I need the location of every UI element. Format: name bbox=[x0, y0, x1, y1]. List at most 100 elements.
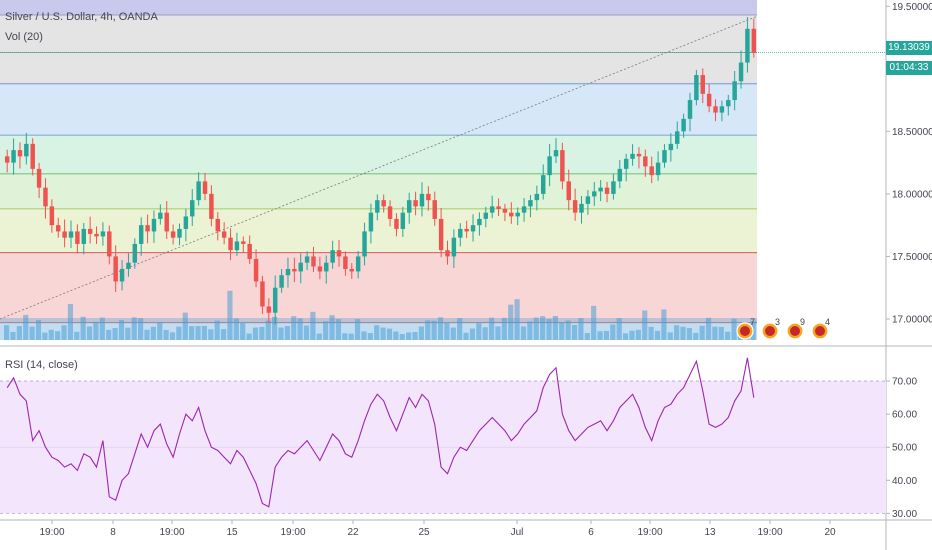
rsi-tick-label: 60.00 bbox=[892, 410, 917, 421]
candle-body bbox=[304, 256, 310, 263]
candle-body bbox=[343, 256, 348, 269]
volume-bar bbox=[265, 320, 271, 340]
volume-bar bbox=[35, 319, 42, 340]
volume-bar bbox=[725, 331, 731, 340]
candle-body bbox=[470, 225, 476, 232]
fib-zone bbox=[0, 83, 757, 136]
volume-bar bbox=[106, 329, 112, 340]
candle-body bbox=[515, 212, 520, 217]
candle-body bbox=[464, 228, 469, 232]
volume-bar bbox=[55, 331, 61, 340]
candle-body bbox=[177, 228, 182, 238]
volume-bar bbox=[61, 325, 67, 340]
candle-body bbox=[107, 231, 112, 257]
candle-body bbox=[298, 262, 303, 272]
candle-body bbox=[375, 200, 380, 213]
volume-bar bbox=[361, 331, 367, 340]
time-tick-label: 19:00 bbox=[39, 527, 64, 538]
volume-bar bbox=[571, 324, 578, 340]
volume-bar bbox=[482, 327, 488, 340]
volume-bar bbox=[316, 333, 322, 340]
volume-bar bbox=[252, 327, 259, 340]
volume-bar bbox=[463, 332, 469, 340]
volume-bar bbox=[176, 326, 182, 340]
candle-body bbox=[477, 218, 482, 226]
volume-bar bbox=[437, 317, 444, 340]
candle-body bbox=[560, 150, 565, 182]
candle-body bbox=[592, 191, 597, 197]
candle-body bbox=[100, 231, 106, 237]
candle-body bbox=[649, 166, 654, 176]
volume-bar bbox=[291, 316, 297, 340]
volume-bar bbox=[444, 322, 450, 340]
volume-bar bbox=[469, 328, 476, 340]
candle-body bbox=[732, 81, 737, 101]
candle-body bbox=[119, 268, 125, 282]
candle-body bbox=[138, 225, 144, 244]
candle-body bbox=[190, 200, 195, 217]
candle-body bbox=[266, 306, 272, 313]
candle-body bbox=[419, 193, 425, 207]
volume-bar bbox=[718, 326, 724, 340]
volume-bar bbox=[284, 326, 290, 340]
volume-bar bbox=[157, 322, 163, 340]
candle-body bbox=[738, 62, 744, 82]
volume-bar bbox=[99, 317, 105, 340]
candle-body bbox=[636, 153, 642, 157]
candle-body bbox=[668, 143, 674, 151]
rsi-tick-label: 30.00 bbox=[892, 509, 917, 520]
candle-body bbox=[17, 150, 23, 157]
volume-bar bbox=[118, 320, 125, 340]
event-badge-count: 4 bbox=[825, 317, 830, 327]
candle-body bbox=[489, 206, 495, 213]
volume-bar bbox=[559, 322, 565, 340]
volume-bar bbox=[399, 333, 405, 340]
volume-bar bbox=[412, 332, 418, 340]
candle-body bbox=[611, 181, 616, 194]
volume-ma-area bbox=[0, 318, 757, 340]
candle-body bbox=[521, 206, 527, 213]
candle-body bbox=[432, 200, 437, 219]
candle-body bbox=[483, 212, 489, 219]
candle-body bbox=[196, 181, 201, 201]
volume-bar bbox=[144, 329, 150, 340]
time-tick-label: 22 bbox=[347, 527, 359, 538]
volume-bar bbox=[374, 325, 380, 340]
volume-bar bbox=[80, 316, 86, 340]
time-tick-label: Jul bbox=[511, 527, 524, 538]
volume-bar bbox=[693, 332, 699, 340]
volume-bar bbox=[195, 326, 201, 340]
candle-body bbox=[451, 237, 457, 257]
volume-bar bbox=[533, 317, 539, 340]
fib-zone bbox=[0, 52, 757, 84]
volume-bar bbox=[208, 329, 214, 340]
flag-center-icon bbox=[740, 326, 750, 336]
volume-bar bbox=[712, 326, 718, 340]
symbol-title: Silver / U.S. Dollar, 4h, OANDA bbox=[5, 11, 158, 23]
candle-body bbox=[643, 156, 648, 167]
candle-body bbox=[30, 143, 35, 169]
volume-bar bbox=[303, 325, 310, 340]
candle-body bbox=[253, 258, 259, 282]
time-tick-label: 8 bbox=[110, 527, 116, 538]
volume-bar bbox=[495, 326, 501, 340]
volume-bar bbox=[591, 305, 597, 340]
volume-bar bbox=[699, 325, 705, 340]
candle-body bbox=[547, 156, 552, 176]
volume-bar bbox=[48, 329, 54, 340]
time-tick-label: 20 bbox=[824, 527, 836, 538]
candle-body bbox=[540, 175, 546, 194]
volume-bar bbox=[189, 326, 195, 340]
candle-body bbox=[113, 256, 118, 282]
volume-bar bbox=[476, 323, 482, 340]
volume-bar bbox=[661, 309, 667, 340]
candle-body bbox=[94, 233, 99, 237]
volume-bar bbox=[380, 327, 386, 340]
volume-bar bbox=[450, 327, 456, 340]
candle-body bbox=[719, 106, 725, 113]
candle-body bbox=[713, 106, 718, 113]
candle-body bbox=[164, 212, 169, 232]
rsi-tick-label: 40.00 bbox=[892, 476, 917, 487]
candle-body bbox=[528, 200, 533, 207]
